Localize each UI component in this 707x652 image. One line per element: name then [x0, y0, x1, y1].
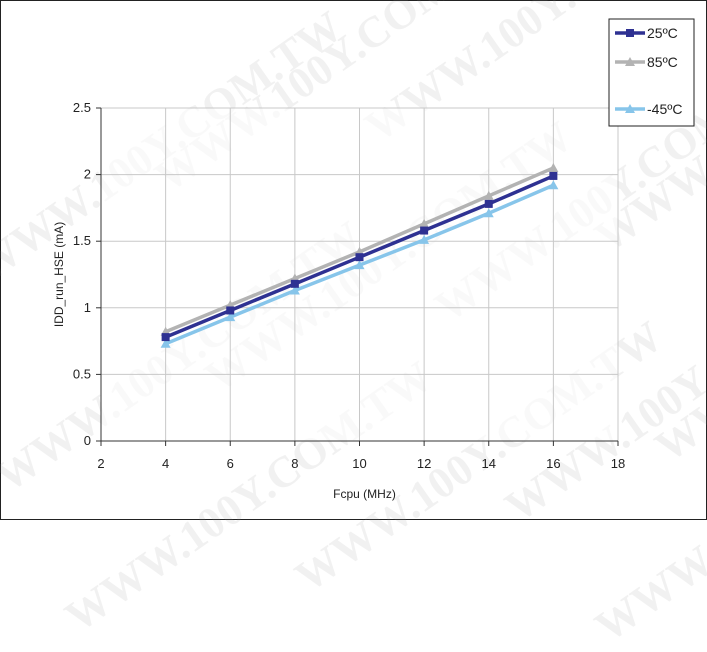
- x-tick-label: 6: [227, 456, 234, 471]
- data-point: [354, 260, 365, 270]
- y-tick-label: 2: [84, 167, 91, 182]
- x-tick-label: 12: [417, 456, 431, 471]
- data-point: [548, 180, 559, 190]
- legend-swatch-marker: [625, 57, 635, 66]
- legend-swatch-marker: [626, 29, 634, 37]
- data-point: [483, 208, 494, 218]
- y-tick-label: 1: [84, 300, 91, 315]
- y-axis-title: IDD_run_HSE (mA): [52, 222, 66, 327]
- x-tick-label: 2: [97, 456, 104, 471]
- data-point: [160, 338, 171, 348]
- line-chart: 2 4 6 8 10 12 14 16 18 0 0.5 1 1.5 2 2.5 Fcpu (MHz) IDD_…: [52, 18, 695, 501]
- y-tick-label: 2.5: [73, 100, 91, 115]
- legend-label: 85ºC: [647, 54, 678, 70]
- x-axis-title: Fcpu (MHz): [333, 487, 396, 501]
- data-point: [226, 306, 235, 315]
- y-tick-label: 0: [84, 433, 91, 448]
- x-tick-label: 18: [611, 456, 625, 471]
- legend-label: -45ºC: [647, 101, 682, 117]
- series-2: [160, 180, 559, 348]
- x-tick-label: 4: [162, 456, 169, 471]
- data-point: [419, 234, 430, 244]
- data-point: [549, 171, 558, 180]
- y-tick-label: 1.5: [73, 233, 91, 248]
- data-point: [161, 333, 170, 342]
- data-point: [484, 199, 493, 208]
- series-0: [161, 171, 558, 342]
- data-point: [355, 253, 364, 262]
- x-tick-label: 8: [291, 456, 298, 471]
- legend-swatch-marker: [625, 104, 635, 113]
- data-point: [289, 285, 300, 295]
- x-tick-label: 14: [482, 456, 496, 471]
- data-point: [420, 226, 429, 235]
- data-point: [419, 218, 430, 228]
- x-tick-label: 16: [546, 456, 560, 471]
- legend-label: 25ºC: [647, 25, 678, 41]
- data-point: [225, 312, 236, 322]
- data-point: [483, 190, 494, 200]
- x-tick-label: 10: [352, 456, 366, 471]
- y-tick-label: 0.5: [73, 366, 91, 381]
- legend: 25ºC 85ºC -45ºC: [608, 18, 695, 127]
- data-point: [290, 279, 299, 288]
- data-point: [548, 162, 559, 172]
